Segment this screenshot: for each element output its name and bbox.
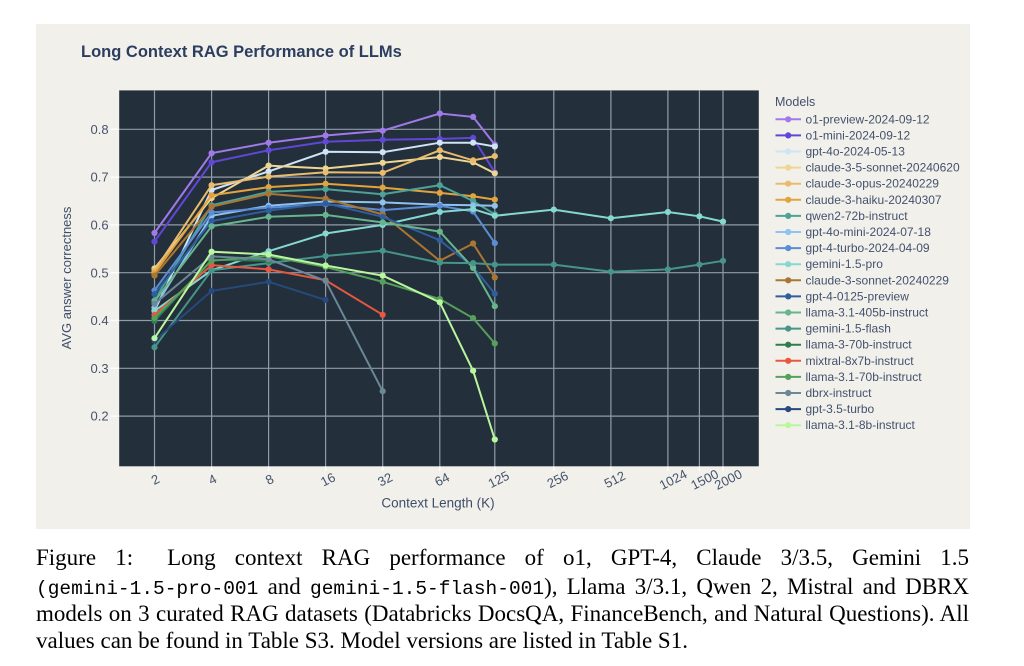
svg-text:gpt-4o-mini-2024-07-18: gpt-4o-mini-2024-07-18 bbox=[806, 225, 932, 239]
svg-text:256: 256 bbox=[545, 468, 571, 491]
svg-text:0.4: 0.4 bbox=[91, 313, 109, 328]
svg-text:claude-3-haiku-20240307: claude-3-haiku-20240307 bbox=[806, 193, 942, 207]
svg-text:llama-3.1-8b-instruct: llama-3.1-8b-instruct bbox=[806, 418, 916, 432]
svg-text:1024: 1024 bbox=[657, 466, 690, 492]
svg-text:64: 64 bbox=[432, 470, 452, 490]
svg-text:Models: Models bbox=[775, 95, 815, 109]
svg-text:llama-3-70b-instruct: llama-3-70b-instruct bbox=[806, 338, 913, 352]
svg-text:4: 4 bbox=[206, 471, 219, 488]
svg-text:32: 32 bbox=[375, 470, 395, 490]
svg-text:0.7: 0.7 bbox=[91, 170, 109, 185]
svg-text:0.6: 0.6 bbox=[91, 218, 109, 233]
svg-text:mixtral-8x7b-instruct: mixtral-8x7b-instruct bbox=[806, 354, 915, 368]
svg-text:dbrx-instruct: dbrx-instruct bbox=[806, 386, 873, 400]
svg-text:Context Length (K): Context Length (K) bbox=[381, 496, 494, 511]
svg-text:o1-preview-2024-09-12: o1-preview-2024-09-12 bbox=[806, 112, 930, 126]
svg-text:0.2: 0.2 bbox=[91, 409, 109, 424]
svg-text:512: 512 bbox=[602, 468, 628, 491]
svg-text:claude-3-sonnet-20240229: claude-3-sonnet-20240229 bbox=[806, 273, 950, 287]
svg-text:125: 125 bbox=[486, 468, 512, 491]
svg-text:2000: 2000 bbox=[712, 466, 745, 492]
svg-text:AVG answer correctness: AVG answer correctness bbox=[59, 206, 74, 349]
svg-text:gpt-3.5-turbo: gpt-3.5-turbo bbox=[806, 402, 875, 416]
svg-text:2: 2 bbox=[149, 471, 162, 488]
svg-text:claude-3-5-sonnet-20240620: claude-3-5-sonnet-20240620 bbox=[806, 161, 960, 175]
svg-text:o1-mini-2024-09-12: o1-mini-2024-09-12 bbox=[806, 128, 911, 142]
svg-text:0.8: 0.8 bbox=[91, 122, 109, 137]
svg-text:0.3: 0.3 bbox=[91, 361, 109, 376]
svg-text:qwen2-72b-instruct: qwen2-72b-instruct bbox=[806, 209, 909, 223]
svg-text:gpt-4-turbo-2024-04-09: gpt-4-turbo-2024-04-09 bbox=[806, 241, 930, 255]
svg-text:0.5: 0.5 bbox=[91, 265, 109, 280]
svg-text:8: 8 bbox=[263, 471, 276, 488]
svg-text:llama-3.1-405b-instruct: llama-3.1-405b-instruct bbox=[806, 306, 929, 320]
svg-text:claude-3-opus-20240229: claude-3-opus-20240229 bbox=[806, 177, 940, 191]
svg-text:gemini-1.5-flash: gemini-1.5-flash bbox=[806, 322, 891, 336]
svg-text:16: 16 bbox=[318, 470, 338, 490]
svg-text:llama-3.1-70b-instruct: llama-3.1-70b-instruct bbox=[806, 370, 923, 384]
svg-text:gpt-4o-2024-05-13: gpt-4o-2024-05-13 bbox=[806, 145, 906, 159]
svg-text:gpt-4-0125-preview: gpt-4-0125-preview bbox=[806, 289, 910, 303]
svg-text:gemini-1.5-pro: gemini-1.5-pro bbox=[806, 257, 884, 271]
